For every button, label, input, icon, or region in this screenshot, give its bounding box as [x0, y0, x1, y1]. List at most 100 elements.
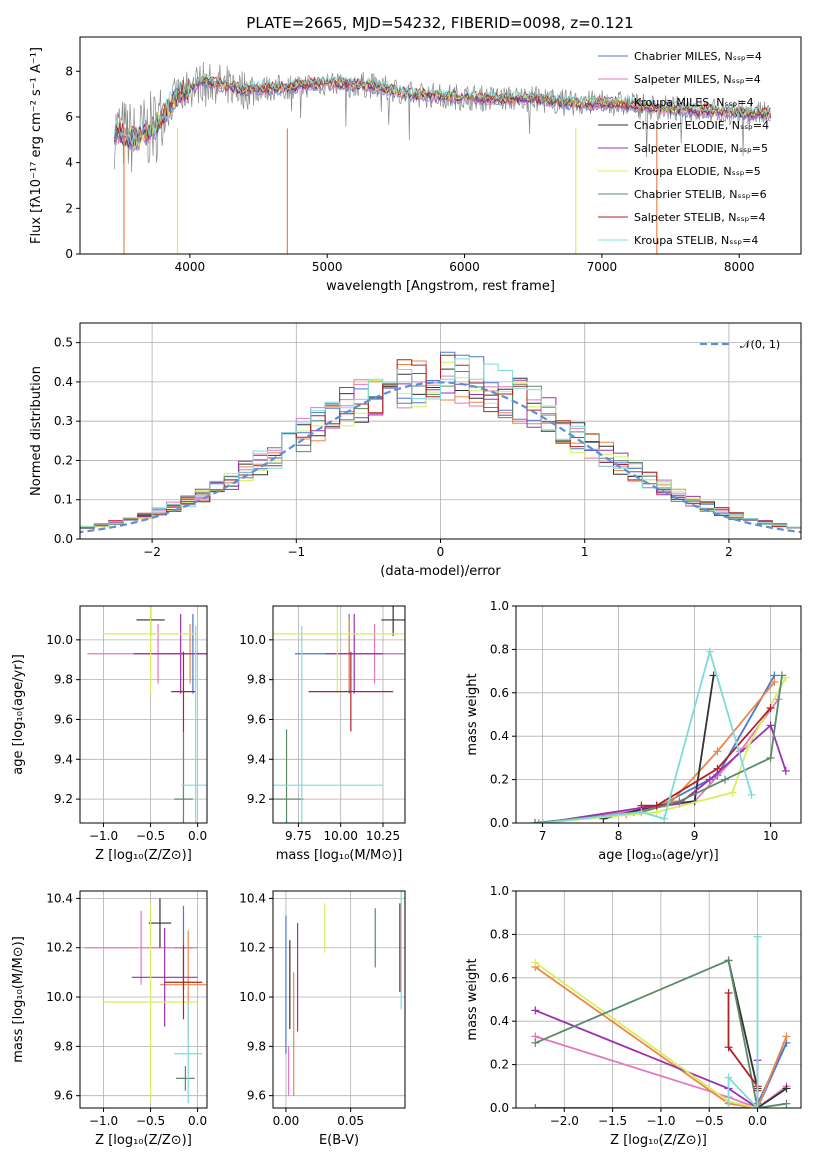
y-tick-label: 10.0	[46, 633, 73, 647]
plot-area	[87, 606, 207, 823]
mass-age-panel	[269, 605, 406, 827]
x-axis-label: mass [log₁₀(M/M⊙)]	[276, 848, 403, 863]
y-tick-label: 9.6	[247, 712, 266, 726]
y-axis-label: mass weight	[465, 673, 480, 755]
x-tick-label: −1.5	[598, 1114, 627, 1128]
y-tick-label: 2	[65, 201, 73, 215]
y-tick-label: 0.6	[490, 971, 509, 985]
x-tick-label: 8000	[724, 260, 755, 274]
x-axis-label: Z [log₁₀(Z/Z⊙)]	[95, 848, 192, 863]
y-tick-label: 9.4	[247, 752, 266, 766]
gaussian-legend-label: 𝒩(0, 1)	[740, 338, 780, 351]
y-tick-label: 8	[65, 64, 73, 78]
mass-weight-line	[534, 966, 788, 1108]
x-tick-label: 1	[581, 545, 589, 559]
y-tick-label: 9.6	[54, 1089, 73, 1103]
y-tick-label: 10.4	[46, 891, 73, 905]
mass-weight-line	[542, 723, 787, 823]
y-tick-label: 0.4	[54, 375, 73, 389]
age-weight-panel	[512, 605, 802, 827]
plot-area	[113, 61, 772, 254]
y-tick-label: 9.6	[54, 712, 73, 726]
z-mass-panel	[76, 890, 208, 1112]
x-tick-label: 9	[691, 829, 699, 843]
legend-label: Chabrier MILES, Nₛₛₚ=4	[634, 50, 762, 63]
mass-weight-line	[727, 993, 759, 1091]
x-tick-label: −1	[287, 545, 305, 559]
model-spectrum-line	[113, 75, 772, 149]
y-axis-label: Normed distribution	[29, 366, 44, 496]
x-tick-label: −1.0	[646, 1114, 675, 1128]
y-tick-label: 0.8	[490, 642, 509, 656]
legend-label: Chabrier STELIB, Nₛₛₚ=6	[634, 188, 767, 201]
y-tick-label: 9.4	[54, 752, 73, 766]
x-tick-label: 8	[615, 829, 623, 843]
mass-weight-line	[641, 707, 772, 807]
plot-area	[273, 606, 405, 823]
y-tick-label: 0.2	[490, 1058, 509, 1072]
x-tick-label: −2	[143, 545, 161, 559]
residual-panel	[76, 322, 802, 543]
y-tick-label: 9.6	[247, 1089, 266, 1103]
y-tick-label: 9.8	[247, 673, 266, 687]
y-tick-label: 10.4	[239, 891, 266, 905]
z-age-panel	[76, 605, 208, 827]
y-tick-label: 0.8	[490, 927, 509, 941]
y-tick-label: 9.2	[247, 792, 266, 806]
y-tick-label: 10.0	[46, 990, 73, 1004]
legend-label: Kroupa ELODIE, Nₛₛₚ=5	[634, 165, 761, 178]
y-tick-label: 0.1	[54, 493, 73, 507]
x-tick-label: 0.0	[748, 1114, 767, 1128]
chart-title: PLATE=2665, MJD=54232, FIBERID=0098, z=0…	[246, 14, 633, 32]
x-axis-label: wavelength [Angstrom, rest frame]	[326, 279, 555, 294]
x-tick-label: 0.0	[188, 829, 207, 843]
y-axis-label: mass weight	[465, 958, 480, 1040]
y-tick-label: 10.0	[239, 633, 266, 647]
y-tick-label: 10.2	[239, 941, 266, 955]
x-tick-label: 0.00	[273, 1114, 300, 1128]
axes-frame	[79, 605, 208, 824]
y-tick-label: 0.2	[490, 773, 509, 787]
y-tick-label: 0.0	[54, 532, 73, 546]
y-axis-label: age [log₁₀(age/yr)]	[11, 654, 26, 775]
z-weight-panel	[512, 890, 802, 1112]
x-tick-label: 9.75	[285, 829, 312, 843]
y-tick-label: 1.0	[490, 884, 509, 898]
x-tick-label: 4000	[175, 260, 206, 274]
y-tick-label: 0.2	[54, 453, 73, 467]
x-tick-label: −2.0	[550, 1114, 579, 1128]
axes-frame	[272, 890, 406, 1109]
y-tick-label: 9.8	[54, 1039, 73, 1053]
y-tick-label: 6	[65, 110, 73, 124]
y-tick-label: 9.2	[54, 792, 73, 806]
axes-frame	[79, 890, 208, 1109]
x-tick-label: −1.0	[89, 829, 118, 843]
x-axis-label: age [log₁₀(age/yr)]	[598, 848, 719, 863]
y-tick-label: 1.0	[490, 599, 509, 613]
mass-weight-line	[535, 1035, 788, 1108]
y-tick-label: 4	[65, 156, 73, 170]
y-axis-label: mass [log₁₀(M/M⊙)]	[11, 936, 26, 1063]
x-tick-label: 0	[437, 545, 445, 559]
x-tick-label: 5000	[312, 260, 343, 274]
y-tick-label: 0.5	[54, 336, 73, 350]
ebv-mass-panel	[269, 890, 406, 1112]
x-tick-label: 0.0	[188, 1114, 207, 1128]
y-tick-label: 0.4	[490, 1014, 509, 1028]
axes-frame	[79, 322, 802, 540]
plot-area	[285, 891, 402, 1096]
y-tick-label: 0.0	[490, 1101, 509, 1115]
x-tick-label: −0.5	[136, 829, 165, 843]
y-tick-label: 0.3	[54, 414, 73, 428]
y-axis-label: Flux [fλ10⁻¹⁷ erg cm⁻² s⁻¹ A⁻¹]	[29, 47, 44, 244]
x-axis-label: (data-model)/error	[380, 564, 501, 579]
mass-weight-line	[727, 936, 759, 1108]
y-tick-label: 0.0	[490, 816, 509, 830]
model-spectrum-line	[113, 72, 772, 145]
legend-label: Salpeter STELIB, Nₛₛₚ=4	[634, 211, 766, 224]
x-tick-label: 7	[539, 829, 547, 843]
residual-histogram-step	[80, 358, 801, 531]
plot-area	[80, 351, 801, 534]
legend-label: Kroupa STELIB, Nₛₛₚ=4	[634, 234, 758, 247]
